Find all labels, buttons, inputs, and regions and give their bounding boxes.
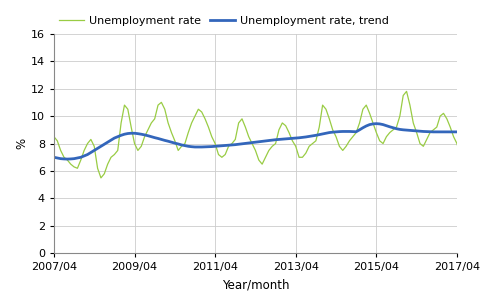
Unemployment rate	[360, 107, 366, 111]
Line: Unemployment rate: Unemployment rate	[54, 91, 495, 178]
Unemployment rate	[81, 149, 87, 152]
Unemployment rate	[484, 139, 490, 143]
Unemployment rate	[474, 128, 480, 132]
Unemployment rate	[346, 139, 352, 143]
Line: Unemployment rate, trend: Unemployment rate, trend	[54, 124, 491, 159]
X-axis label: Year/month: Year/month	[222, 278, 289, 291]
Unemployment rate, trend	[95, 147, 100, 150]
Unemployment rate, trend	[373, 122, 379, 125]
Unemployment rate, trend	[64, 157, 70, 161]
Legend: Unemployment rate, Unemployment rate, trend: Unemployment rate, Unemployment rate, tr…	[59, 15, 389, 26]
Unemployment rate, trend	[226, 144, 232, 147]
Unemployment rate	[98, 176, 104, 180]
Unemployment rate	[51, 135, 57, 139]
Unemployment rate, trend	[51, 155, 57, 159]
Unemployment rate, trend	[488, 130, 494, 134]
Unemployment rate, trend	[390, 126, 396, 130]
Unemployment rate, trend	[276, 138, 282, 141]
Unemployment rate, trend	[192, 145, 198, 149]
Unemployment rate	[403, 90, 409, 93]
Unemployment rate, trend	[215, 144, 221, 148]
Y-axis label: %: %	[15, 138, 28, 149]
Unemployment rate	[333, 135, 339, 139]
